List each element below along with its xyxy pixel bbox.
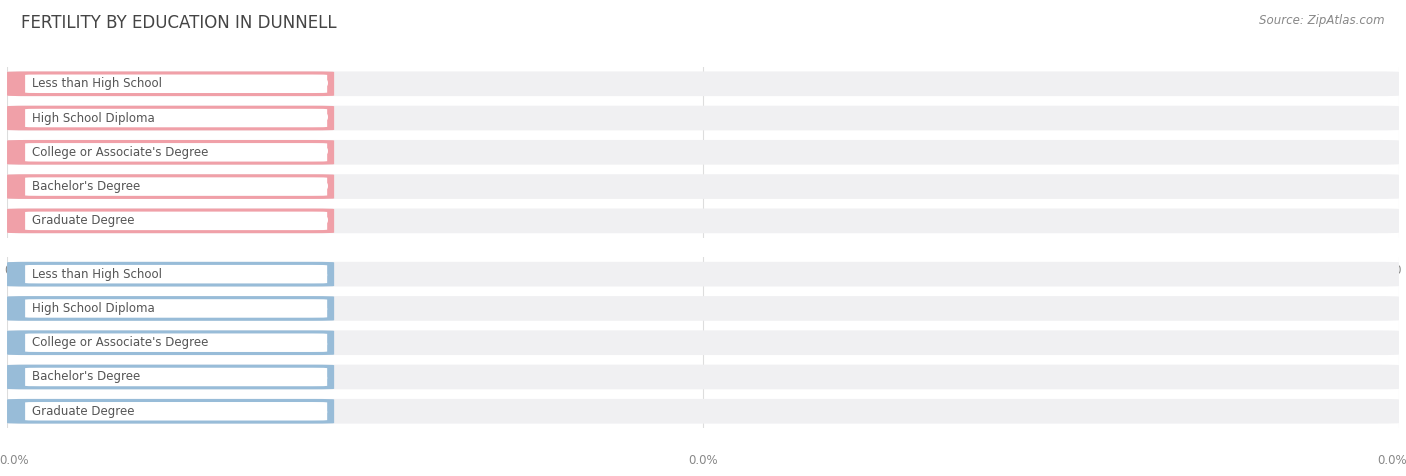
FancyBboxPatch shape (25, 334, 328, 352)
FancyBboxPatch shape (25, 75, 328, 93)
Text: Graduate Degree: Graduate Degree (32, 214, 135, 228)
FancyBboxPatch shape (7, 365, 335, 389)
Text: 0.0: 0.0 (1382, 264, 1402, 277)
FancyBboxPatch shape (7, 106, 1399, 130)
FancyBboxPatch shape (7, 399, 335, 424)
Text: 0.0: 0.0 (309, 181, 329, 192)
Text: 0.0%: 0.0% (298, 406, 329, 416)
FancyBboxPatch shape (7, 262, 1399, 287)
FancyBboxPatch shape (7, 296, 335, 321)
FancyBboxPatch shape (7, 174, 1399, 199)
FancyBboxPatch shape (7, 208, 1399, 233)
FancyBboxPatch shape (25, 368, 328, 386)
Text: 0.0: 0.0 (309, 79, 329, 89)
Text: Source: ZipAtlas.com: Source: ZipAtlas.com (1260, 14, 1385, 27)
Text: 0.0%: 0.0% (298, 269, 329, 279)
Text: Bachelor's Degree: Bachelor's Degree (32, 180, 141, 193)
Text: 0.0%: 0.0% (298, 303, 329, 314)
FancyBboxPatch shape (7, 140, 1399, 165)
Text: College or Associate's Degree: College or Associate's Degree (32, 146, 208, 159)
FancyBboxPatch shape (7, 71, 335, 96)
FancyBboxPatch shape (7, 365, 1399, 389)
Text: 0.0%: 0.0% (0, 454, 28, 467)
FancyBboxPatch shape (7, 262, 335, 287)
FancyBboxPatch shape (7, 399, 1399, 424)
Text: 0.0: 0.0 (4, 264, 24, 277)
Text: Graduate Degree: Graduate Degree (32, 405, 135, 418)
Text: Bachelor's Degree: Bachelor's Degree (32, 370, 141, 384)
Text: 0.0%: 0.0% (1378, 454, 1406, 467)
FancyBboxPatch shape (7, 106, 335, 130)
Text: College or Associate's Degree: College or Associate's Degree (32, 336, 208, 349)
FancyBboxPatch shape (7, 296, 1399, 321)
FancyBboxPatch shape (25, 402, 328, 420)
FancyBboxPatch shape (25, 109, 328, 127)
Text: 0.0%: 0.0% (688, 454, 718, 467)
Text: Less than High School: Less than High School (32, 268, 162, 281)
Text: 0.0: 0.0 (309, 113, 329, 123)
FancyBboxPatch shape (25, 265, 328, 283)
FancyBboxPatch shape (7, 330, 1399, 355)
Text: 0.0%: 0.0% (298, 372, 329, 382)
FancyBboxPatch shape (7, 140, 335, 165)
FancyBboxPatch shape (7, 330, 335, 355)
FancyBboxPatch shape (7, 71, 1399, 96)
FancyBboxPatch shape (25, 299, 328, 317)
Text: 0.0: 0.0 (309, 216, 329, 226)
FancyBboxPatch shape (7, 174, 335, 199)
FancyBboxPatch shape (25, 143, 328, 161)
FancyBboxPatch shape (25, 212, 328, 230)
Text: High School Diploma: High School Diploma (32, 111, 155, 125)
Text: 0.0: 0.0 (693, 264, 713, 277)
Text: 0.0: 0.0 (309, 147, 329, 158)
Text: Less than High School: Less than High School (32, 77, 162, 90)
Text: High School Diploma: High School Diploma (32, 302, 155, 315)
FancyBboxPatch shape (25, 178, 328, 196)
FancyBboxPatch shape (7, 208, 335, 233)
Text: 0.0%: 0.0% (298, 337, 329, 348)
Text: FERTILITY BY EDUCATION IN DUNNELL: FERTILITY BY EDUCATION IN DUNNELL (21, 14, 336, 32)
